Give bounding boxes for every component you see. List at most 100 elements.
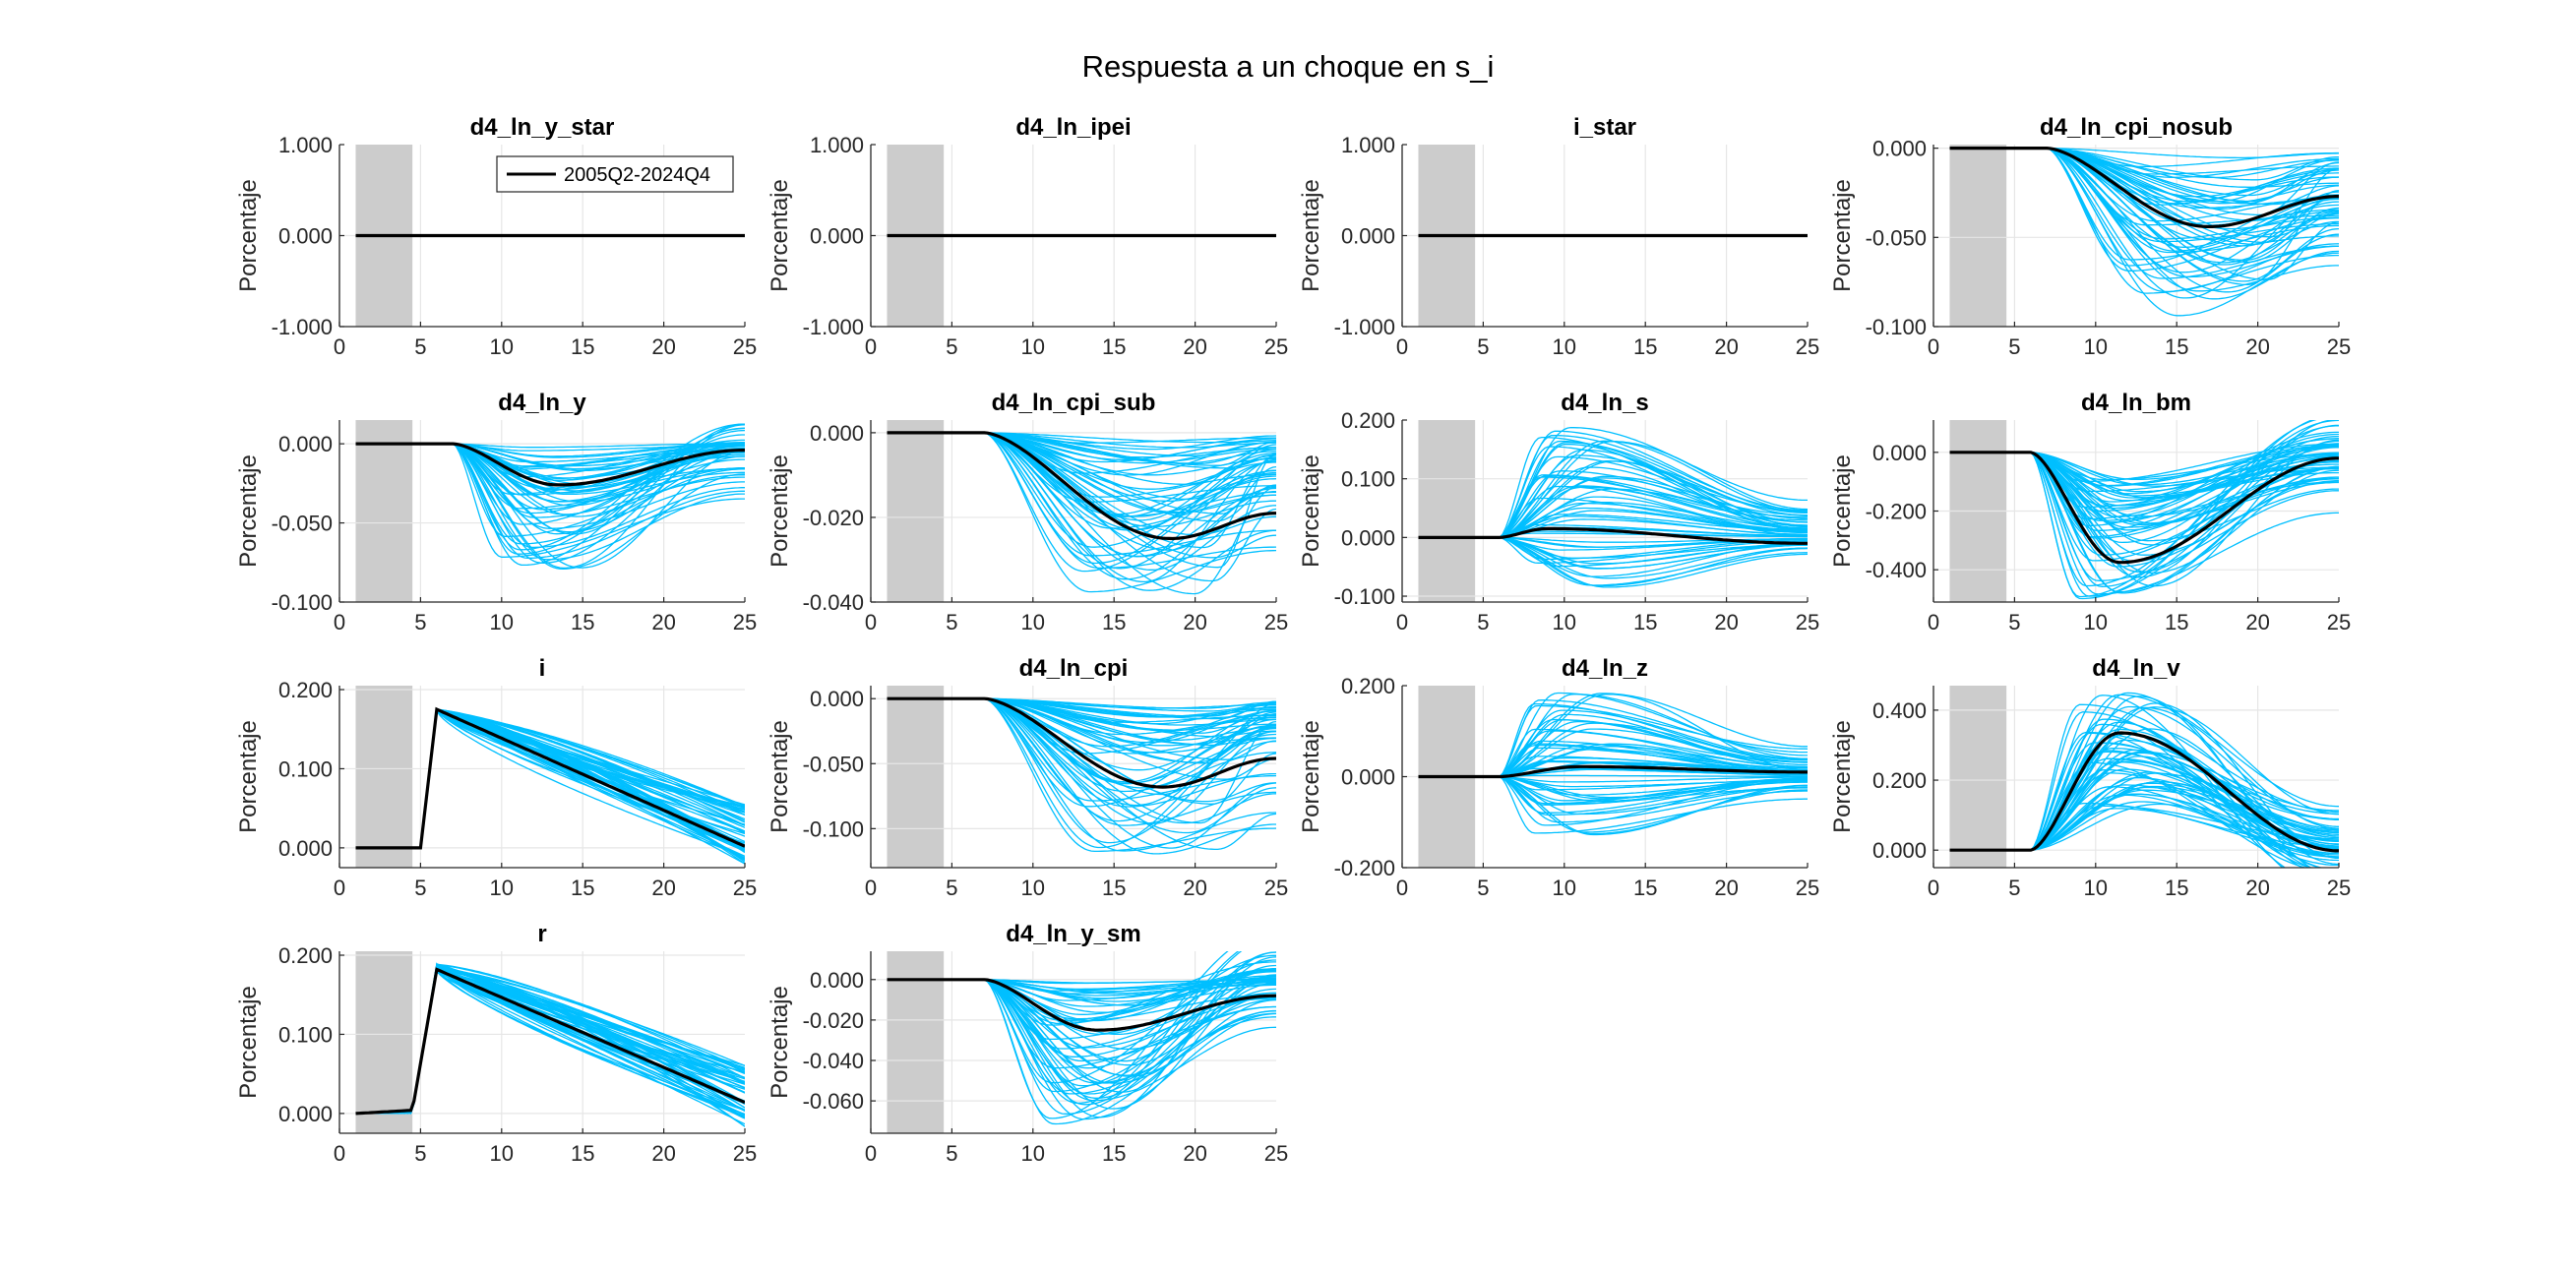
subplot-d4-ln-bm: 0 5 10 15 20 25 -0.400 -0.200 0.000 d4_ln_bm Porce… — [1829, 390, 2351, 634]
draw-line — [1949, 805, 2339, 851]
y-tick-label: -0.100 — [803, 816, 864, 841]
median-line — [1418, 526, 1808, 545]
x-tick-label: 15 — [571, 876, 594, 900]
plot-area — [1949, 692, 2339, 868]
x-tick-label: 20 — [1183, 876, 1206, 900]
x-tick-label: 5 — [1477, 334, 1489, 359]
y-tick-label: -0.200 — [1866, 500, 1927, 524]
x-tick-label: 25 — [1264, 1141, 1288, 1166]
x-tick-label: 15 — [1633, 876, 1657, 900]
plot-area — [887, 696, 1276, 855]
y-tick-label: 0.000 — [810, 224, 864, 249]
x-tick-label: 10 — [490, 610, 514, 634]
draw-line — [355, 708, 745, 863]
x-tick-label: 25 — [1796, 334, 1819, 359]
plot-area — [1418, 426, 1808, 588]
subplot-r: 0 5 10 15 20 25 0.000 0.100 0.200 r Porcentaje — [235, 921, 757, 1166]
y-tick-label: -0.200 — [1334, 856, 1395, 880]
y-axis-label: Porcentaje — [1829, 454, 1856, 568]
subplot-d4-ln-ipei: 0 5 10 15 20 25 -1.000 0.000 1.000 d4_ln_ipei Porc… — [767, 114, 1288, 359]
x-tick-label: 10 — [1553, 334, 1576, 359]
x-tick-label: 10 — [2084, 334, 2108, 359]
x-tick-label: 5 — [2008, 610, 2020, 634]
subplot-title: i — [539, 655, 546, 682]
y-tick-label: -1.000 — [272, 315, 333, 339]
x-tick-label: 20 — [2245, 334, 2269, 359]
y-tick-label: -0.100 — [1866, 315, 1927, 339]
draw-line — [355, 963, 745, 1115]
x-tick-label: 5 — [946, 334, 957, 359]
x-tick-label: 0 — [1396, 610, 1408, 634]
median-line — [1949, 147, 2339, 228]
x-tick-label: 5 — [1477, 610, 1489, 634]
x-tick-label: 5 — [946, 610, 957, 634]
y-tick-label: 0.100 — [278, 756, 333, 781]
draw-line — [1418, 536, 1808, 588]
draw-line — [1418, 426, 1808, 539]
x-tick-label: 10 — [490, 876, 514, 900]
subplot-i: 0 5 10 15 20 25 0.000 0.100 0.200 i Porcentaje — [235, 655, 757, 900]
y-tick-label: -0.050 — [803, 752, 864, 776]
draw-line — [887, 951, 1229, 1119]
x-tick-label: 25 — [733, 1141, 757, 1166]
y-axis-label: Porcentaje — [1829, 179, 1856, 292]
x-tick-label: 10 — [1021, 1141, 1045, 1166]
median-line — [887, 696, 1276, 789]
median-line — [355, 967, 745, 1116]
subplot-d4-ln-cpi: 0 5 10 15 20 25 -0.100 -0.050 0.000 d4_ln_cpi Porc… — [767, 655, 1288, 900]
y-axis-label: Porcentaje — [767, 179, 793, 292]
subplot-d4-ln-cpi-nosub: 0 5 10 15 20 25 -0.100 -0.050 0.000 d4_ln_cpi_nos… — [1829, 114, 2351, 359]
x-tick-label: 15 — [1102, 334, 1126, 359]
x-tick-label: 5 — [2008, 334, 2020, 359]
x-tick-label: 0 — [334, 334, 345, 359]
x-tick-label: 20 — [1714, 876, 1738, 900]
plot-area — [355, 962, 745, 1127]
y-tick-label: 0.200 — [1341, 674, 1395, 698]
x-tick-label: 20 — [651, 876, 675, 900]
x-tick-label: 0 — [1396, 334, 1408, 359]
y-tick-label: 0.100 — [278, 1022, 333, 1047]
y-tick-label: 0.100 — [1341, 467, 1395, 492]
y-tick-label: -1.000 — [1334, 315, 1395, 339]
y-tick-label: 0.200 — [1872, 768, 1927, 793]
x-tick-label: 25 — [733, 876, 757, 900]
draw-line — [1418, 454, 1808, 539]
draw-line — [355, 965, 745, 1115]
draw-line — [887, 979, 1276, 1125]
y-tick-label: -0.040 — [803, 590, 864, 615]
x-tick-label: 5 — [1477, 876, 1489, 900]
x-tick-label: 15 — [571, 610, 594, 634]
draw-line — [1949, 147, 2339, 245]
x-tick-label: 0 — [334, 876, 345, 900]
x-tick-label: 15 — [1633, 334, 1657, 359]
y-tick-label: 0.000 — [1872, 441, 1927, 465]
y-axis-label: Porcentaje — [235, 986, 262, 1099]
x-tick-label: 5 — [946, 876, 957, 900]
x-tick-label: 0 — [865, 876, 877, 900]
y-tick-label: 0.000 — [810, 687, 864, 711]
draw-line — [355, 966, 745, 1115]
shaded-region — [355, 951, 413, 1133]
y-tick-label: 0.000 — [1872, 838, 1927, 863]
x-tick-label: 0 — [334, 610, 345, 634]
subplot-title: d4_ln_cpi_nosub — [2040, 114, 2233, 141]
draw-line — [355, 710, 745, 862]
x-tick-label: 15 — [1633, 610, 1657, 634]
shaded-region — [887, 686, 945, 868]
shaded-region — [355, 686, 413, 868]
draw-line — [1949, 147, 2339, 179]
x-tick-label: 20 — [1183, 334, 1206, 359]
x-tick-label: 0 — [1928, 876, 1939, 900]
y-tick-label: 0.000 — [1341, 765, 1395, 790]
subplot-d4-ln-y-star: 0 5 10 15 20 25 -1.000 0.000 1.000 d4_ln_y_star Po… — [235, 114, 757, 359]
y-tick-label: -0.100 — [1334, 584, 1395, 609]
draw-line — [355, 964, 745, 1115]
y-tick-label: 1.000 — [1341, 133, 1395, 157]
subplot-d4-ln-y: 0 5 10 15 20 25 -0.100 -0.050 0.000 d4_ln_y Porcen… — [235, 390, 757, 634]
subplot-title: d4_ln_v — [2092, 655, 2180, 682]
x-tick-label: 5 — [414, 334, 426, 359]
x-tick-label: 25 — [733, 610, 757, 634]
y-tick-label: 0.200 — [278, 678, 333, 702]
x-tick-label: 0 — [865, 1141, 877, 1166]
